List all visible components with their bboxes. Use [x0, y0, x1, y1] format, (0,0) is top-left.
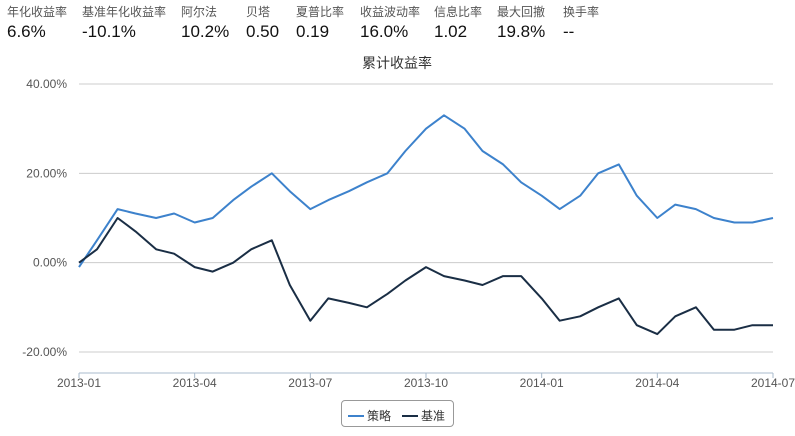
- legend-swatch: [402, 414, 418, 417]
- stat-beta: 贝塔 0.50: [246, 0, 279, 42]
- cumulative-return-chart: 累计收益率 -20.00%0.00%20.00%40.00% 2013-01 20…: [22, 55, 795, 390]
- x-tick-label: 2014-01: [520, 376, 564, 390]
- stat-label: 信息比率: [434, 5, 483, 19]
- legend-item-strategy[interactable]: 策略: [348, 407, 391, 424]
- chart-title: 累计收益率: [362, 55, 432, 71]
- stat-alpha: 阿尔法 10.2%: [181, 0, 229, 42]
- stat-value: 1.02: [434, 22, 468, 41]
- legend-label: 基准: [421, 409, 446, 423]
- stat-value: 16.0%: [360, 22, 409, 41]
- stat-label: 基准年化收益率: [82, 5, 167, 19]
- stat-information-ratio: 信息比率 1.02: [434, 0, 482, 42]
- x-tick-label: 2013-07: [288, 376, 332, 390]
- series-line-strategy: [78, 114, 774, 268]
- stat-value: 0.50: [246, 22, 280, 41]
- legend-swatch: [348, 414, 364, 417]
- stat-label: 收益波动率: [360, 5, 421, 19]
- x-tick-label: 2014-04: [635, 376, 679, 390]
- y-tick-label: 40.00%: [26, 77, 67, 91]
- y-axis-ticks: -20.00% 0.00% 20.00% 40.00%: [22, 77, 67, 359]
- grid-lines: [79, 83, 773, 374]
- series-lines: [78, 114, 774, 336]
- y-tick-label: 20.00%: [26, 166, 67, 180]
- stat-label: 贝塔: [246, 5, 271, 19]
- stat-value: 19.8%: [497, 22, 546, 41]
- x-tick-label: 2013-01: [57, 376, 101, 390]
- x-tick-label: 2013-10: [404, 376, 448, 390]
- stat-benchmark-annual-return: 基准年化收益率 -10.1%: [82, 0, 166, 42]
- stat-annual-return: 年化收益率 6.6%: [7, 0, 67, 42]
- stat-label: 换手率: [563, 5, 600, 19]
- stat-sharpe: 夏普比率 0.19: [296, 0, 344, 42]
- legend: 策略 基准: [341, 400, 454, 427]
- stat-value: -10.1%: [82, 22, 136, 41]
- y-tick-label: -20.00%: [22, 345, 67, 359]
- stat-turnover: 换手率 --: [563, 0, 599, 42]
- legend-item-benchmark[interactable]: 基准: [402, 407, 445, 424]
- stat-value: 0.19: [296, 22, 330, 41]
- stat-label: 年化收益率: [7, 5, 68, 19]
- series-line-benchmark: [78, 217, 773, 336]
- stat-value: --: [563, 22, 575, 41]
- x-tick-label: 2013-04: [173, 376, 217, 390]
- y-tick-label: 0.00%: [33, 256, 67, 270]
- stat-value: 6.6%: [7, 22, 46, 41]
- legend-label: 策略: [367, 409, 392, 423]
- stat-label: 最大回撤: [497, 5, 546, 19]
- stat-max-drawdown: 最大回撤 19.8%: [497, 0, 545, 42]
- stat-label: 夏普比率: [296, 5, 345, 19]
- stat-value: 10.2%: [181, 22, 230, 41]
- x-axis-ticks: 2013-01 2013-04 2013-07 2013-10 2014-01 2014-…: [57, 373, 795, 390]
- x-tick-label: 2014-07: [751, 376, 795, 390]
- stat-label: 阿尔法: [181, 5, 218, 19]
- stat-volatility: 收益波动率 16.0%: [360, 0, 420, 42]
